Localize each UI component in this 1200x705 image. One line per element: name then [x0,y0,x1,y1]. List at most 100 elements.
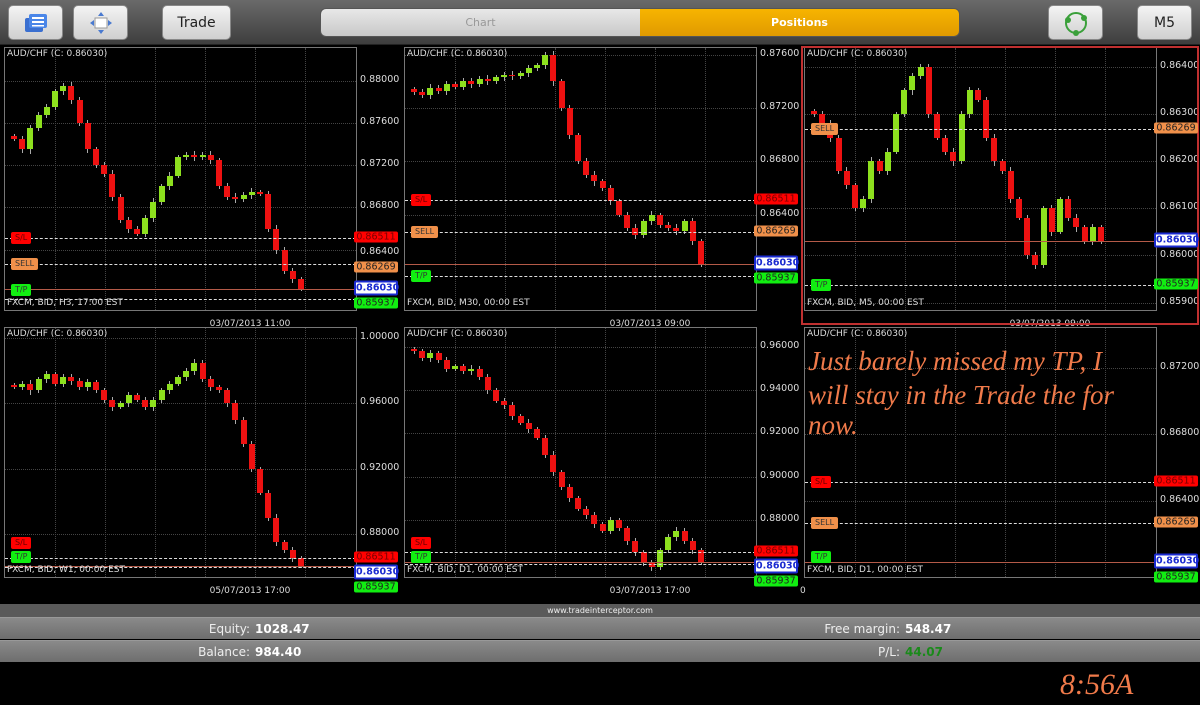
tp-line[interactable] [805,285,1156,287]
current-price-line [5,565,356,567]
refresh-button[interactable] [1048,5,1103,40]
grid-line [605,48,606,310]
free-margin-value: 548.47 [905,622,952,636]
chart-plot[interactable]: AUD/CHF (C: 0.86030) FXCM, BID, D1, 00:00… [404,327,757,578]
bull-candle [183,154,190,157]
current-price-box: 0.86030 [354,280,400,296]
grid-line [905,328,906,577]
grid-line [405,390,756,392]
tp-line[interactable] [405,564,756,566]
grid-line [855,48,856,310]
equity-label: Equity: [208,622,250,636]
trade-button[interactable]: Trade [162,5,231,40]
chart-plot[interactable]: AUD/CHF (C: 0.86030) FXCM, BID, D1, 00:00… [804,327,1157,578]
sell-tag[interactable]: SELL [811,122,839,135]
bear-candle [199,362,206,379]
bull-candle [917,66,924,77]
chart-title: AUD/CHF (C: 0.86030) [807,49,908,59]
chart-panel[interactable]: AUD/CHF (C: 0.86030) FXCM, BID, M30, 00:0… [400,46,800,329]
tp-tag[interactable]: T/P [811,551,832,563]
sell-tag[interactable]: SELL [811,516,839,529]
sell-tag[interactable]: SELL [11,257,39,270]
account-row-1: Equity: 1028.47 Free margin: 548.47 [0,617,1200,639]
grid-line [255,48,256,310]
bull-candle [35,114,42,129]
bear-candle [599,524,606,531]
sl-line[interactable] [5,558,356,560]
chart-plot[interactable]: AUD/CHF (C: 0.86030) FXCM, BID, H3, 17:00… [4,47,357,311]
tp-price-box: 0.85937 [1154,571,1198,583]
chart-panel[interactable]: AUD/CHF (C: 0.86030) FXCM, BID, H3, 17:00… [0,46,400,329]
tp-tag[interactable]: T/P [11,551,32,563]
sell-line[interactable] [805,128,1156,130]
tp-tag[interactable]: T/P [811,279,832,292]
tp-line[interactable] [5,567,356,569]
sl-tag[interactable]: S/L [11,537,32,549]
chart-panel[interactable]: AUD/CHF (C: 0.86030) FXCM, BID, D1, 00:00… [400,326,800,606]
sl-line[interactable] [805,482,1156,484]
y-axis-tick: 0.88000 [760,512,800,524]
tp-tag[interactable]: T/P [11,284,32,296]
sl-line[interactable] [405,199,756,201]
sl-tag[interactable]: S/L [11,231,32,244]
grid-line [5,403,356,405]
bull-candle [43,107,50,115]
current-price-box: 0.86030 [754,558,800,574]
bear-candle [142,400,149,407]
chart-plot[interactable]: AUD/CHF (C: 0.86030) FXCM, BID, M5, 00:00… [804,47,1157,311]
bear-candle [84,122,91,150]
sl-tag[interactable]: S/L [411,193,432,206]
sl-line[interactable] [405,551,756,553]
sl-line[interactable] [5,237,356,239]
bear-candle [452,84,458,87]
grid-line [1055,328,1056,577]
sl-tag[interactable]: S/L [811,476,832,489]
chart-footer: FXCM, BID, D1, 00:00 EST [807,565,924,575]
current-price-box: 0.86030 [754,255,800,271]
move-button[interactable] [73,5,128,40]
bull-candle [1040,208,1047,265]
current-price-box: 0.86030 [354,564,400,580]
messages-button[interactable] [8,5,63,40]
bear-candle [224,186,231,197]
balance-label: Balance: [198,645,250,659]
sl-tag[interactable]: S/L [411,537,432,549]
grid-line [205,48,206,310]
bear-candle [665,225,672,228]
website-link[interactable]: www.tradeinterceptor.com [0,604,1200,617]
bear-candle [207,154,214,160]
bear-candle [698,241,704,264]
y-axis-tick: 0.86100 [1160,201,1200,213]
sell-line[interactable] [405,232,756,234]
chart-panel[interactable]: AUD/CHF (C: 0.86030) FXCM, BID, M5, 00:00… [800,46,1200,329]
tp-tag[interactable]: T/P [411,270,432,283]
sell-line[interactable] [5,263,356,265]
chart-panel[interactable]: AUD/CHF (C: 0.86030) FXCM, BID, D1, 00:00… [800,326,1200,606]
bear-candle [134,228,140,234]
chart-plot[interactable]: AUD/CHF (C: 0.86030) FXCM, BID, W1, 00:00… [4,327,357,578]
chart-plot[interactable]: AUD/CHF (C: 0.86030) FXCM, BID, M30, 00:0… [404,47,757,311]
timeframe-button[interactable]: M5 [1137,5,1192,40]
bear-candle [125,220,132,229]
sell-tag[interactable]: SELL [411,226,439,239]
bear-candle [1048,208,1055,232]
bull-candle [60,377,67,384]
grid-line [155,328,156,577]
bear-candle [93,382,99,391]
bear-candle [566,108,573,135]
tab-positions[interactable]: Positions [640,9,959,36]
sell-line[interactable] [805,522,1156,524]
bear-candle [191,154,198,157]
tp-tag[interactable]: T/P [411,551,432,563]
chart-footer: FXCM, BID, D1, 00:00 EST [407,565,524,575]
tp-line[interactable] [405,276,756,278]
bear-candle [607,188,614,202]
chart-panel[interactable]: AUD/CHF (C: 0.86030) FXCM, BID, W1, 00:00… [0,326,400,606]
bear-candle [534,429,540,438]
bear-candle [411,89,417,92]
bear-candle [1065,198,1072,218]
tp-line[interactable] [5,298,356,300]
tab-chart[interactable]: Chart [321,9,640,36]
bull-candle [525,68,532,74]
tp-price-box: 0.85937 [354,297,398,309]
